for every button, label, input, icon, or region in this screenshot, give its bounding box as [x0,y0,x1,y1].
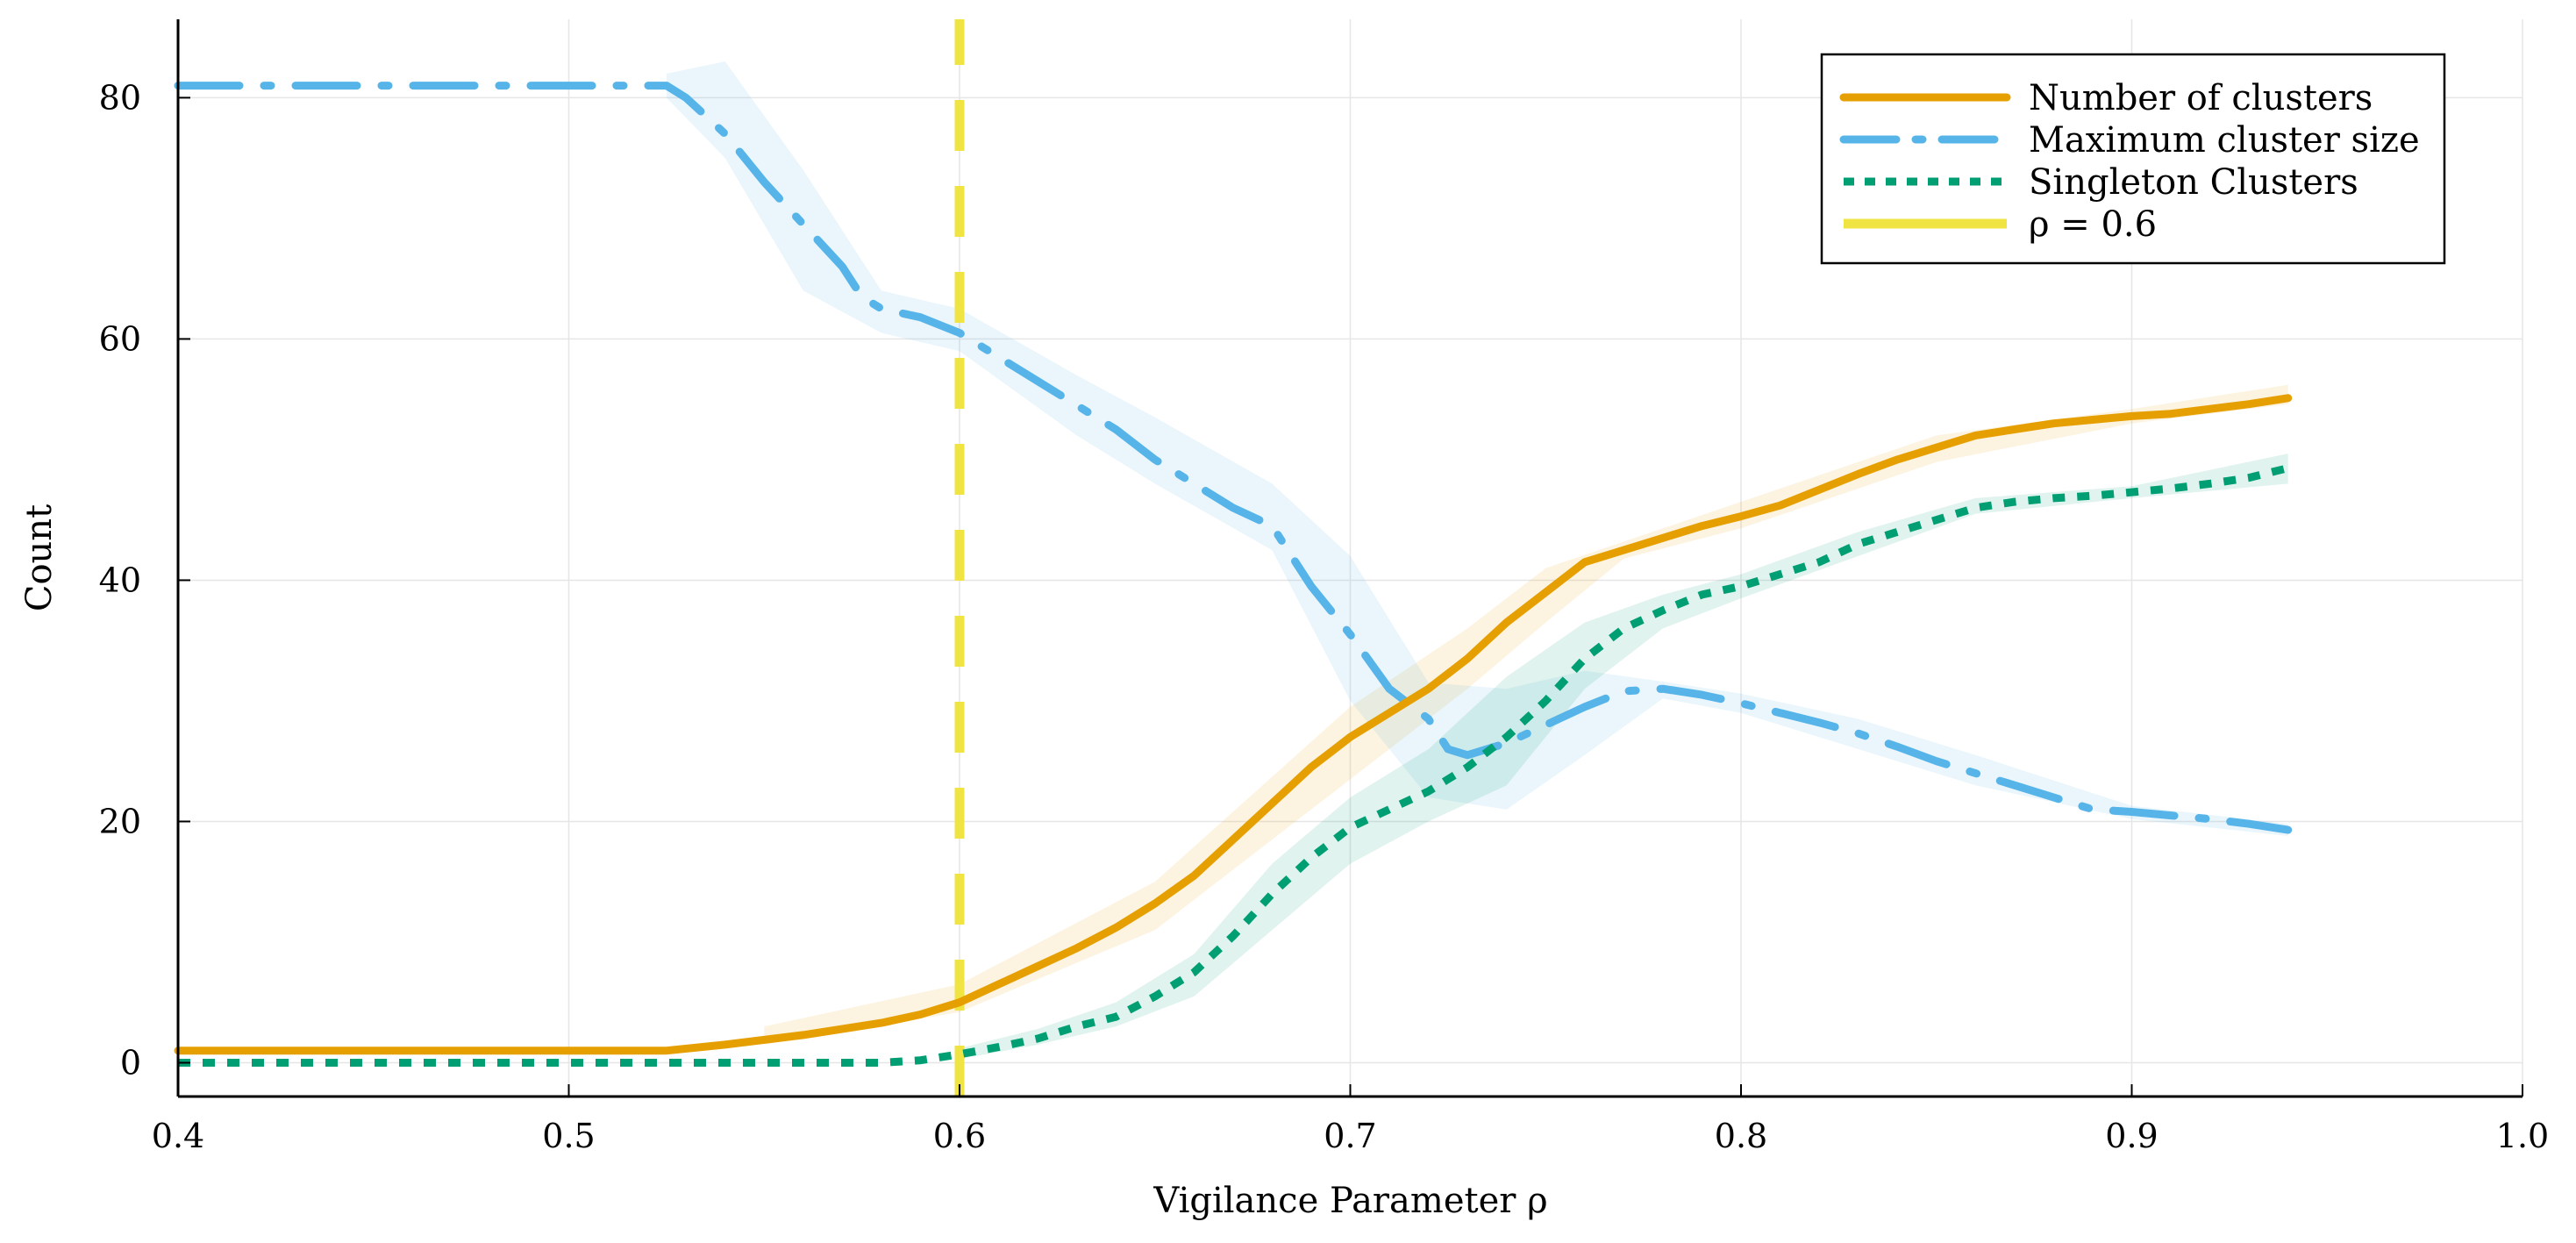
series-lines [174,19,2293,1097]
x-axis-label: Vigilance Parameter ρ [1152,1181,1547,1221]
y-axis-label: Count [19,504,60,611]
x-tick-label: 1.0 [2496,1117,2549,1155]
x-tick-label: 0.4 [152,1117,204,1155]
y-tick-label: 80 [99,78,141,117]
y-tick-label: 0 [120,1043,141,1082]
x-tick-label: 0.7 [1324,1117,1376,1155]
confidence-bands [666,61,2288,1060]
legend-label-0-6: ρ = 0.6 [2029,204,2157,245]
band-singleton-clusters [960,454,2288,1060]
x-tick-label: 0.6 [933,1117,986,1155]
series-line-maximum-cluster-size [174,82,2293,834]
series-line-singleton-clusters [178,464,2289,1067]
y-tick-label: 40 [99,561,141,599]
series-line-number-of-clusters [174,394,2293,1055]
y-tick-label: 20 [99,802,141,840]
legend-label-singleton-clusters: Singleton Clusters [2029,162,2358,203]
legend-label-maximum-cluster-size: Maximum cluster size [2029,120,2420,161]
x-tick-label: 0.5 [542,1117,595,1155]
legend-label-number-of-clusters: Number of clusters [2029,78,2373,118]
ticks: 0.4 0.5 0.6 0.7 0.8 0.9 1.0 0 20 40 60 80 [99,78,2550,1155]
x-tick-label: 0.9 [2105,1117,2158,1155]
y-tick-label: 60 [99,319,141,358]
x-tick-label: 0.8 [1715,1117,1767,1155]
